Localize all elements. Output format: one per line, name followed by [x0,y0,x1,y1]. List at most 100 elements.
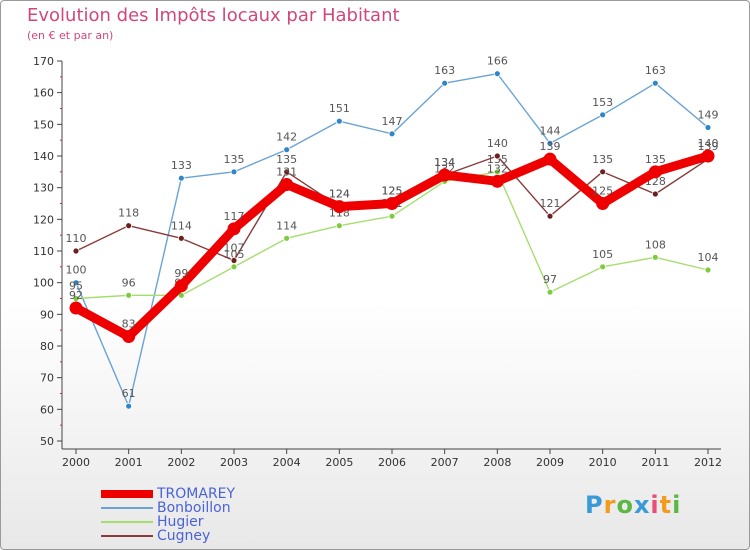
y-tick-label: 140 [33,150,54,163]
x-tick-label: 2008 [483,456,511,469]
data-label-bonboillon: 151 [329,102,350,115]
data-label-cugney: 134 [434,156,455,169]
data-label-cugney: 124 [329,188,350,201]
x-tick-label: 2002 [167,456,195,469]
data-point-bonboillon [230,168,238,176]
x-tick-label: 2000 [62,456,90,469]
data-point-cugney [546,212,554,220]
data-point-tromarey [122,330,136,343]
data-point-bonboillon [441,79,449,87]
data-point-hugier [704,266,712,274]
y-tick-label: 170 [33,55,54,68]
y-tick-label: 160 [33,87,54,100]
data-point-tromarey [332,200,346,214]
data-point-tromarey [490,174,504,188]
data-point-bonboillon [546,139,554,147]
data-point-tromarey [227,222,241,236]
data-label-tromarey: 135 [645,153,666,166]
data-label-bonboillon: 142 [276,131,297,144]
data-label-tromarey: 99 [174,267,188,280]
y-tick-label: 130 [33,182,54,195]
data-label-cugney: 110 [66,232,87,245]
data-point-tromarey [648,165,662,179]
chart-title: Evolution des Impôts locaux par Habitant [27,5,400,26]
data-label-bonboillon: 166 [487,55,508,68]
x-tick-label: 2005 [325,456,353,469]
y-tick-label: 50 [40,435,54,448]
data-point-bonboillon [651,79,659,87]
x-tick-label: 2007 [431,456,459,469]
data-point-tromarey [174,279,188,293]
legend-label-bonboillon: Bonboillon [157,500,231,516]
data-label-bonboillon: 153 [592,96,613,109]
data-label-hugier: 104 [698,251,719,264]
data-label-tromarey: 117 [224,210,245,223]
logo-letter: P [585,491,604,519]
data-point-tromarey [438,168,452,182]
data-label-tromarey: 131 [276,166,297,179]
data-label-hugier: 114 [276,219,297,232]
logo-letter: o [616,491,634,519]
data-point-cugney [230,257,238,264]
data-label-tromarey: 134 [434,156,455,169]
logo-letter: i [672,491,682,519]
y-tick-label: 100 [33,277,54,290]
x-tick-label: 2009 [536,456,564,469]
legend-label-hugier: Hugier [157,514,204,530]
data-label-cugney: 125 [382,185,403,198]
data-label-tromarey: 132 [487,162,508,175]
data-point-tromarey [543,152,557,166]
data-point-cugney [599,168,607,176]
data-label-cugney: 140 [487,137,508,150]
data-label-cugney: 121 [540,197,561,210]
data-point-bonboillon [388,130,396,138]
data-point-cugney [283,168,291,176]
data-point-bonboillon [283,146,291,154]
data-label-bonboillon: 147 [382,115,403,128]
y-tick-label: 60 [40,403,54,416]
x-tick-label: 2011 [641,456,669,469]
data-label-cugney: 107 [224,242,245,255]
data-point-bonboillon [125,402,133,410]
legend-label-tromarey: TROMAREY [157,486,236,502]
data-label-hugier: 105 [592,248,613,261]
data-label-bonboillon: 133 [171,159,192,172]
data-label-bonboillon: 100 [66,264,87,277]
data-label-cugney: 135 [276,153,297,166]
y-tick-label: 90 [40,308,54,321]
data-label-tromarey: 83 [122,318,136,331]
y-tick-label: 80 [40,340,54,353]
data-point-hugier [230,263,238,271]
data-point-hugier [125,291,133,299]
data-label-hugier: 108 [645,238,666,251]
data-point-bonboillon [704,124,712,131]
data-point-bonboillon [599,111,607,119]
data-label-tromarey: 124 [329,188,350,201]
data-label-bonboillon: 163 [645,64,666,77]
legend-swatch-cugney [101,535,153,537]
x-tick-label: 2010 [589,456,617,469]
data-label-bonboillon: 61 [122,387,136,400]
y-tick-label: 150 [33,118,54,131]
data-point-hugier [546,288,554,296]
data-label-cugney: 135 [592,153,613,166]
data-label-tromarey: 139 [540,140,561,153]
data-label-bonboillon: 149 [698,109,719,122]
data-point-cugney [651,190,659,198]
data-point-hugier [283,234,291,242]
data-point-hugier [388,212,396,220]
logo-letter: x [633,491,651,519]
y-tick-label: 110 [33,245,54,258]
data-point-hugier [651,253,659,261]
y-tick-label: 120 [33,213,54,226]
data-point-cugney [493,152,501,160]
data-label-tromarey: 125 [592,185,613,198]
legend-label-cugney: Cugney [157,528,211,544]
data-label-hugier: 97 [543,273,557,286]
data-label-hugier: 95 [69,280,83,293]
logo-letter: r [603,491,617,519]
data-point-tromarey [69,301,83,315]
legend-swatch-hugier [101,521,153,523]
data-label-cugney: 114 [171,219,192,232]
